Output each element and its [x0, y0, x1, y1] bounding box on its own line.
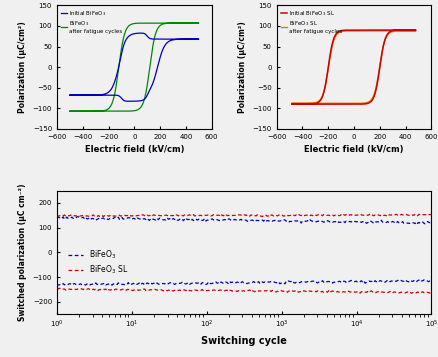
Legend: Initial BiFeO$_3$ SL, BiFeO$_3$ SL
after fatigue cycles: Initial BiFeO$_3$ SL, BiFeO$_3$ SL after… [279, 8, 343, 35]
X-axis label: Electric field (kV/cm): Electric field (kV/cm) [85, 145, 184, 154]
Y-axis label: Polarization (μC/cm²): Polarization (μC/cm²) [238, 21, 247, 113]
Y-axis label: Polarization (μC/cm²): Polarization (μC/cm²) [18, 21, 27, 113]
X-axis label: Electric field (kV/cm): Electric field (kV/cm) [304, 145, 404, 154]
Y-axis label: Switched polarization (μC cm⁻²): Switched polarization (μC cm⁻²) [18, 183, 27, 321]
Legend: Initial BiFeO$_3$, BiFeO$_3$
after fatigue cycles: Initial BiFeO$_3$, BiFeO$_3$ after fatig… [60, 8, 124, 35]
Legend: BiFeO$_3$, BiFeO$_3$ SL: BiFeO$_3$, BiFeO$_3$ SL [64, 245, 131, 280]
X-axis label: Switching cycle: Switching cycle [201, 336, 287, 346]
